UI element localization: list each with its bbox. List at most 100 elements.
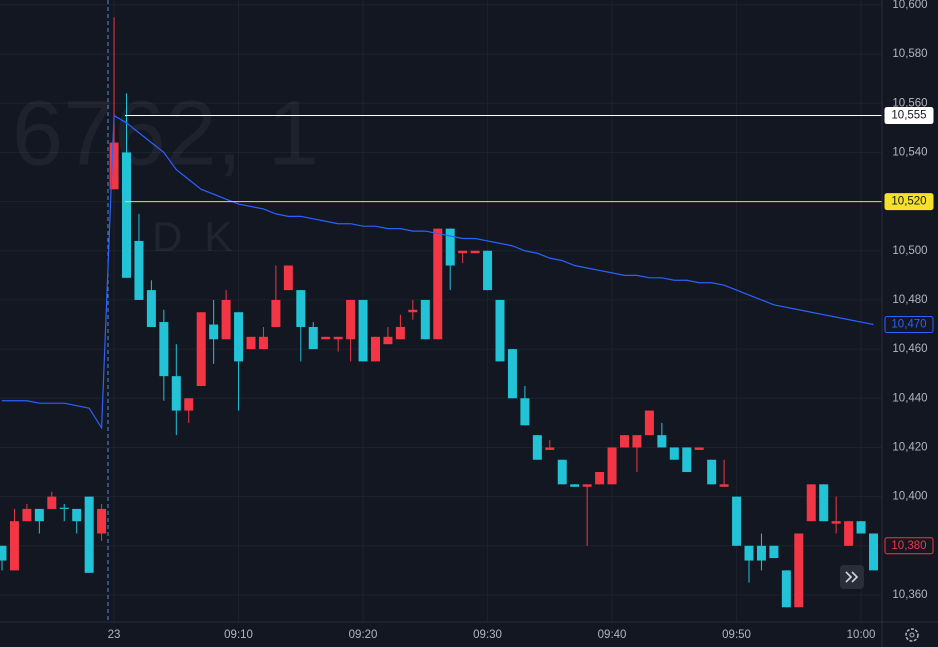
candle-body xyxy=(794,533,804,608)
x-tick-label: 10:00 xyxy=(847,629,876,641)
y-tick-label: 10,420 xyxy=(892,441,927,453)
candle-body xyxy=(296,290,306,327)
candle-body xyxy=(0,545,7,561)
candle-body xyxy=(707,459,717,485)
candle-body xyxy=(495,299,505,362)
candle-body xyxy=(744,545,754,561)
candle-body xyxy=(570,484,580,487)
candle-body xyxy=(445,228,455,266)
candle-body xyxy=(221,299,231,340)
candle-body xyxy=(532,435,542,460)
candle-body xyxy=(283,265,293,291)
candle-body xyxy=(719,484,729,487)
candle-body xyxy=(184,398,194,411)
x-tick-label: 09:10 xyxy=(224,629,253,641)
candle-body xyxy=(420,299,430,340)
candle-body xyxy=(669,447,679,460)
indicator-line xyxy=(2,114,874,430)
candle-body xyxy=(97,508,107,534)
candle-body xyxy=(246,336,256,350)
y-tick-label: 10,580 xyxy=(892,48,927,60)
candle-body xyxy=(308,326,318,350)
candle-body xyxy=(371,336,380,362)
candle-body xyxy=(395,326,405,340)
candle-body xyxy=(458,250,468,254)
candle-body xyxy=(831,521,841,524)
candle-body xyxy=(408,309,418,313)
price-label-bg xyxy=(884,316,934,334)
candle-body xyxy=(209,324,219,340)
candle-body xyxy=(507,349,517,399)
candle-body xyxy=(171,376,181,411)
scroll-button[interactable] xyxy=(840,565,864,589)
x-tick-label: 09:40 xyxy=(598,629,627,641)
candle-body xyxy=(582,484,592,487)
settings-button[interactable] xyxy=(905,628,919,642)
candle-body xyxy=(806,484,816,522)
settings-icon[interactable] xyxy=(905,628,919,642)
candle-body xyxy=(607,447,617,485)
price-label: 10,555 xyxy=(891,110,926,122)
x-tick-label: 23 xyxy=(108,629,121,641)
candle-body xyxy=(545,447,555,450)
candle-body xyxy=(657,435,667,448)
y-tick-label: 10,360 xyxy=(892,589,927,601)
candle-body xyxy=(9,521,19,571)
candle-body xyxy=(72,508,82,522)
candle-body xyxy=(869,533,878,571)
x-tick-label: 09:30 xyxy=(473,629,502,641)
candle-body xyxy=(146,290,156,327)
candle-body xyxy=(84,496,94,573)
candle-body xyxy=(769,545,779,559)
y-tick-label: 10,440 xyxy=(892,392,927,404)
candle-body xyxy=(258,336,268,350)
candle-body xyxy=(333,336,343,340)
candle-body xyxy=(22,508,32,522)
x-tick-label: 09:20 xyxy=(349,629,378,641)
plot xyxy=(0,17,882,608)
candle-body xyxy=(781,570,791,608)
y-tick-label: 10,540 xyxy=(892,146,927,158)
candle-body xyxy=(595,472,605,485)
price-label: 10,380 xyxy=(891,540,926,552)
price-label: 10,520 xyxy=(891,196,926,208)
candle-body xyxy=(234,312,244,362)
price-label: 10,470 xyxy=(891,319,926,331)
candle-body xyxy=(59,507,69,509)
watermark-title: 6762, 1 xyxy=(12,82,319,184)
price-label-bg xyxy=(884,193,934,211)
y-tick-label: 10,600 xyxy=(892,0,927,11)
candle-body xyxy=(682,447,692,473)
candle-body xyxy=(433,228,443,340)
candle-body xyxy=(520,398,530,426)
candle-body xyxy=(620,435,629,448)
candle-body xyxy=(47,496,57,509)
y-tick-label: 10,460 xyxy=(892,343,927,355)
candle-body xyxy=(122,152,131,278)
candle-body xyxy=(159,322,169,377)
candle-body xyxy=(756,545,766,561)
price-label-bg xyxy=(884,107,934,125)
candle-body xyxy=(483,250,493,291)
scroll-icon[interactable] xyxy=(845,571,859,583)
candle-body xyxy=(134,240,144,300)
candle-body xyxy=(109,142,119,190)
y-tick-label: 10,400 xyxy=(892,491,927,503)
candle-body xyxy=(271,299,281,327)
y-tick-label: 10,480 xyxy=(892,294,927,306)
candle-body xyxy=(694,447,704,450)
candle-body xyxy=(321,336,331,340)
candle-body xyxy=(196,312,206,386)
settings-icon-center[interactable] xyxy=(909,632,915,638)
candle-body xyxy=(732,496,742,546)
candle-body xyxy=(844,521,854,546)
candle-body xyxy=(346,299,356,340)
y-tick-label: 10,500 xyxy=(892,245,927,257)
candle-body xyxy=(557,459,567,485)
candle-body xyxy=(358,299,368,362)
x-tick-label: 09:50 xyxy=(722,629,751,641)
candle-body xyxy=(34,508,44,522)
